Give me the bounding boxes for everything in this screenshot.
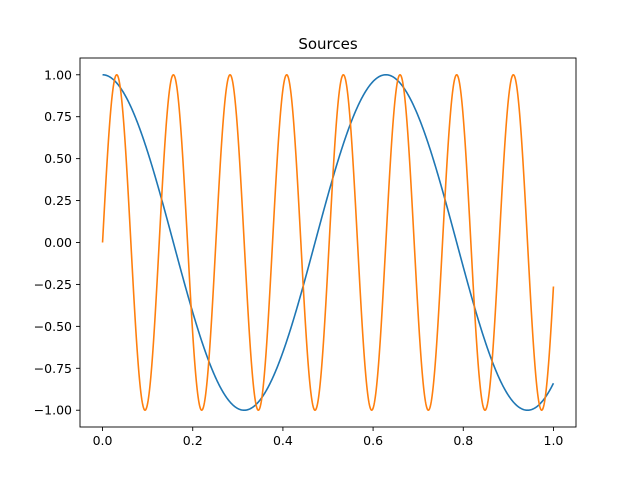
- y-tick-label: −0.50: [34, 319, 72, 334]
- y-tick-label: 0.25: [44, 193, 72, 208]
- plot-frame: [79, 57, 577, 428]
- y-tick-label: −1.00: [34, 403, 72, 418]
- y-tick-label: 0.00: [44, 235, 72, 250]
- y-tick-label: 1.00: [44, 67, 72, 82]
- x-tick-label: 0.4: [273, 433, 293, 448]
- y-tick-label: −0.25: [34, 277, 72, 292]
- y-tick-label: 0.50: [44, 151, 72, 166]
- y-tick-label: −0.75: [34, 361, 72, 376]
- series-line-1: [102, 73, 555, 412]
- x-tick-label: 1.0: [544, 433, 564, 448]
- x-tick-label: 0.2: [183, 433, 203, 448]
- y-tick-label: 0.75: [44, 109, 72, 124]
- series-line-2: [101, 73, 555, 412]
- x-tick-label: 0.6: [363, 433, 383, 448]
- axes: 0.0 0.2 0.4 0.6 0.8 1.0 1.00 0.75 0.50 0.25 0.00 −0…: [34, 57, 577, 448]
- series-layer: [101, 73, 555, 412]
- chart-title: Sources: [298, 35, 358, 53]
- x-tick-label: 0.0: [93, 433, 113, 448]
- x-tick-label: 0.8: [453, 433, 473, 448]
